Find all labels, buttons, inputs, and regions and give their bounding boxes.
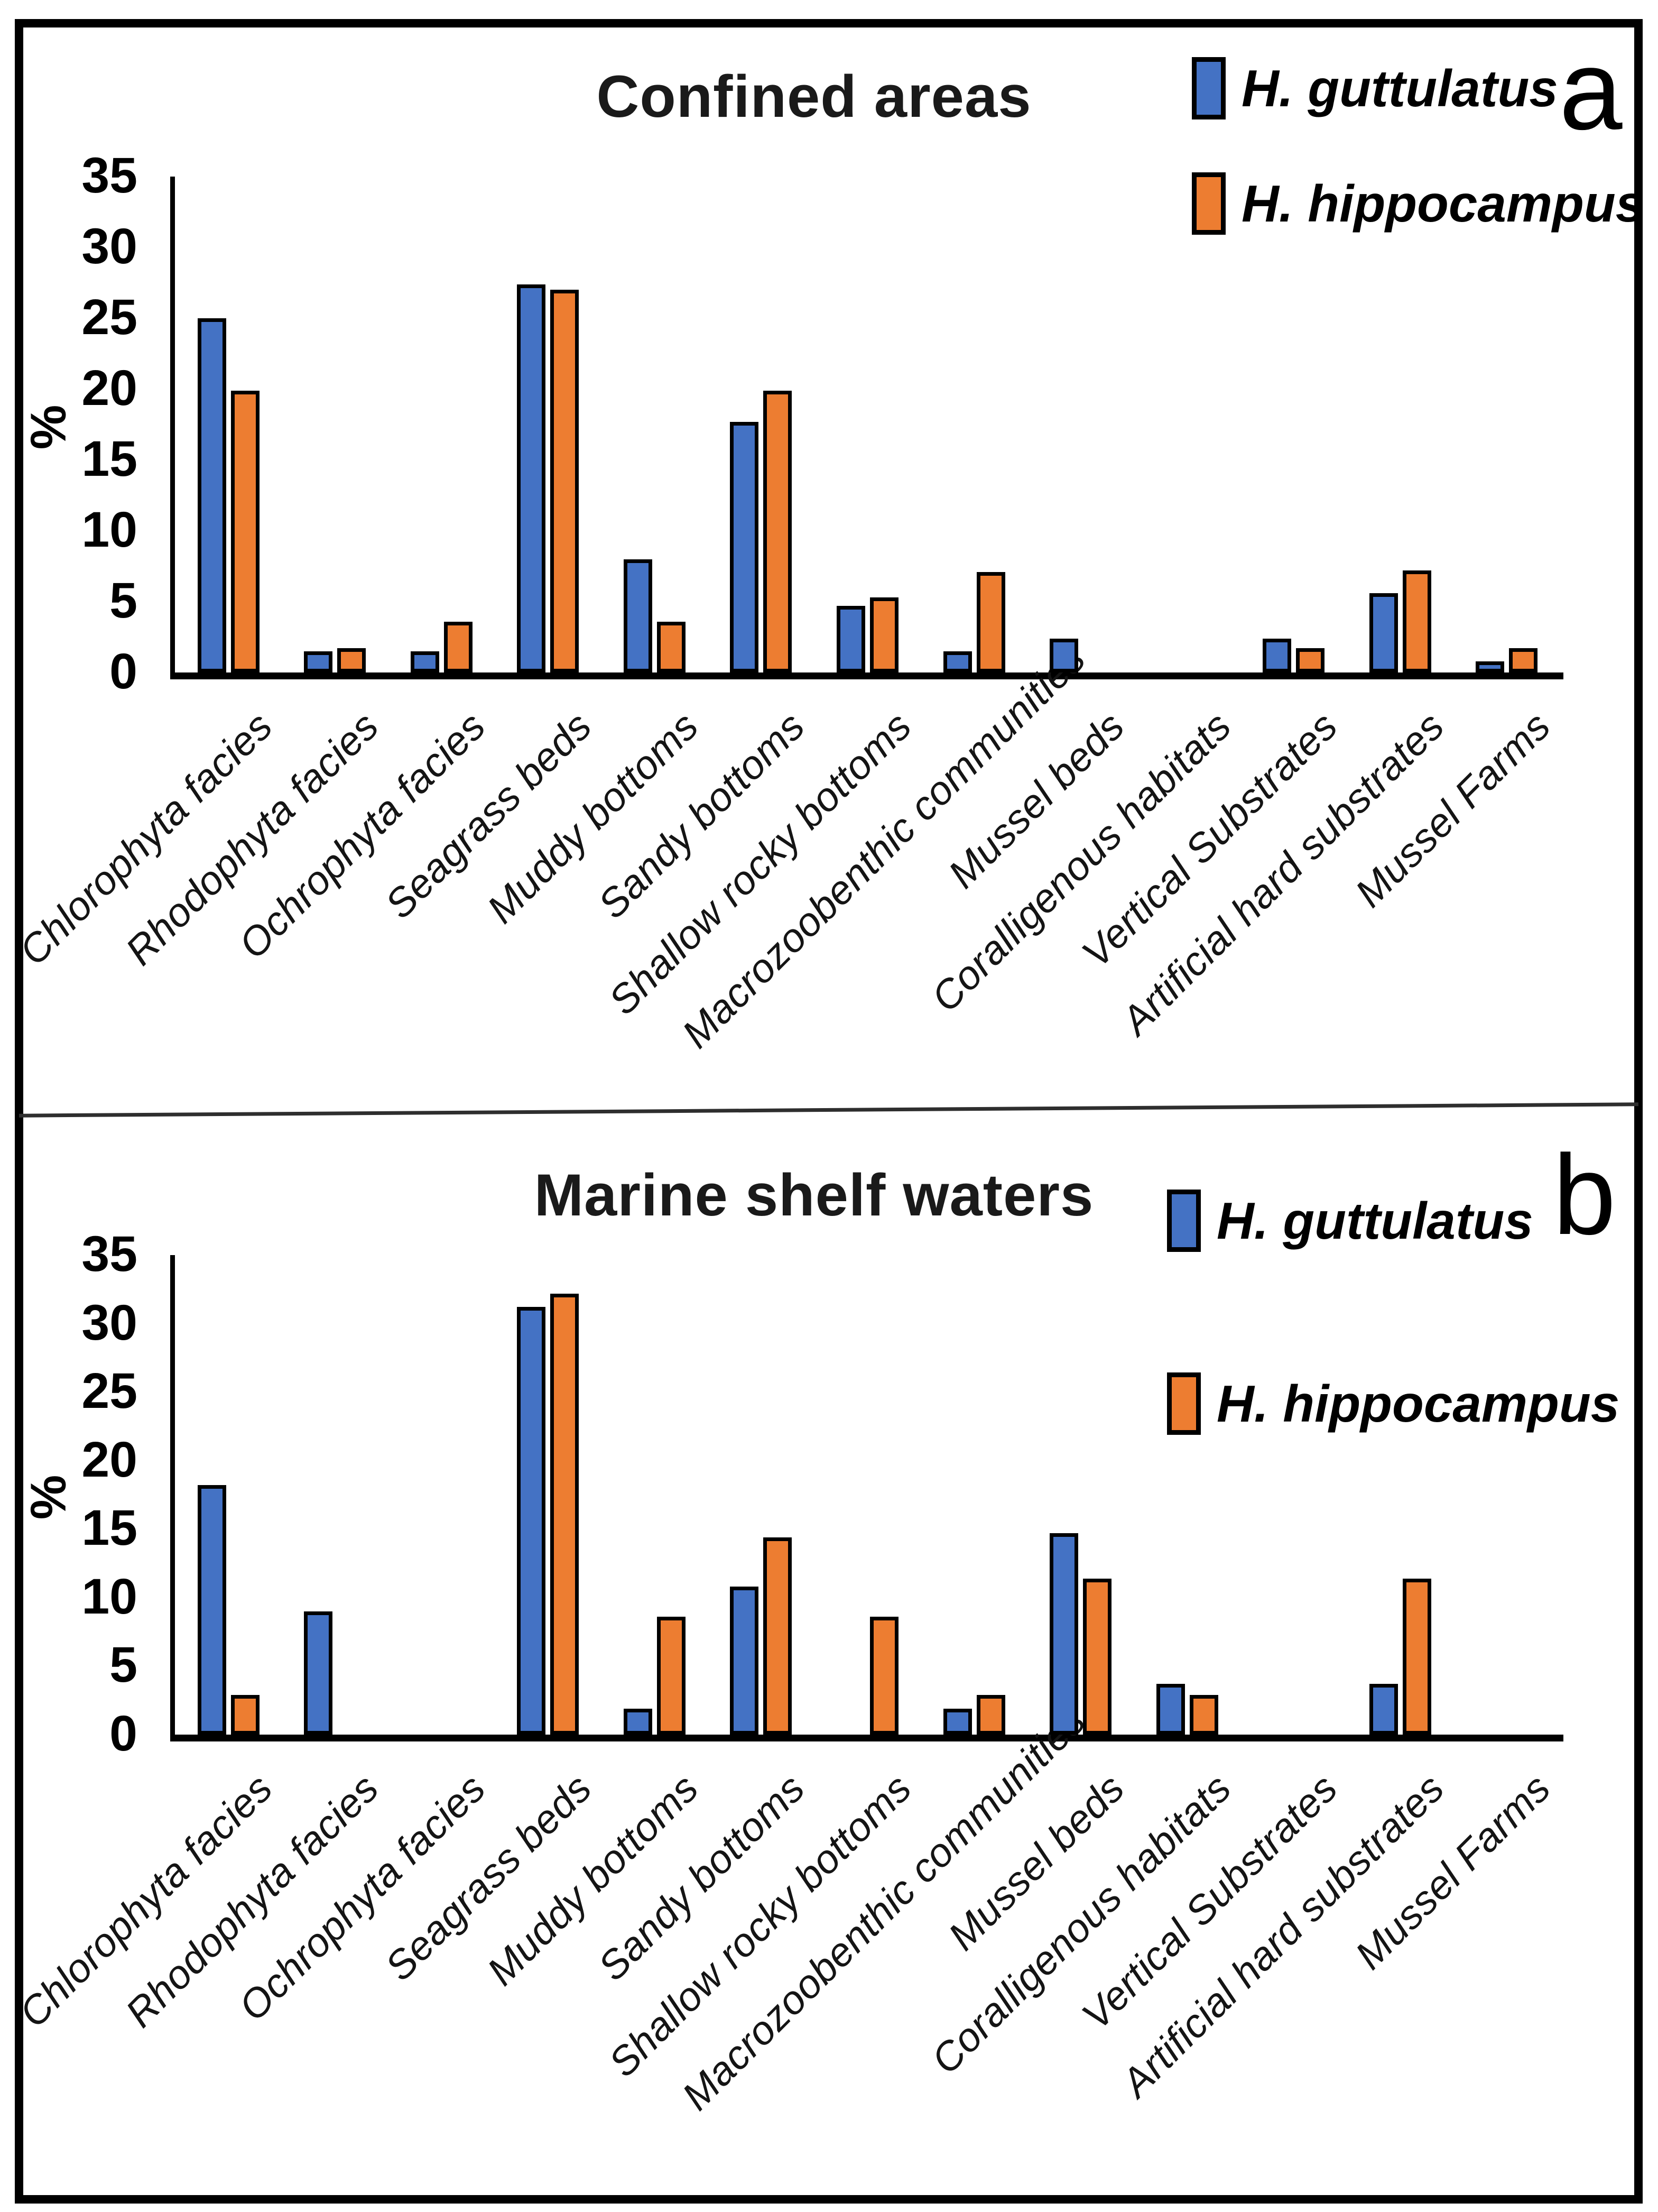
bar-hippocampus xyxy=(1296,648,1325,672)
legend-label-hippocampus: H. hippocampus xyxy=(1242,174,1645,233)
panel-b-title: Marine shelf waters xyxy=(534,1162,1094,1228)
bar-hippocampus xyxy=(230,390,260,672)
y-tick-label: 30 xyxy=(81,1294,137,1351)
bar-hippocampus xyxy=(443,621,473,672)
bar-guttulatus xyxy=(517,284,546,672)
bar-guttulatus xyxy=(943,1708,972,1735)
bar-hippocampus xyxy=(1402,1578,1431,1735)
y-tick-label: 10 xyxy=(81,1568,137,1625)
y-tick-label: 20 xyxy=(81,1431,137,1488)
bar-guttulatus xyxy=(197,1485,226,1735)
bar-hippocampus xyxy=(656,1617,686,1735)
bar-hippocampus xyxy=(1189,1694,1218,1735)
y-tick-label: 15 xyxy=(81,431,137,487)
bar-guttulatus xyxy=(1476,661,1505,672)
panel-letter-b: b xyxy=(1553,1131,1616,1258)
y-tick-label: 10 xyxy=(81,502,137,558)
y-tick-label: 35 xyxy=(81,148,137,204)
bar-hippocampus xyxy=(763,390,792,672)
legend-label-guttulatus: H. guttulatus xyxy=(1217,1192,1533,1250)
bar-hippocampus xyxy=(976,1694,1005,1735)
y-tick-label: 25 xyxy=(81,1363,137,1420)
x-axis-line xyxy=(170,672,1563,679)
bar-guttulatus xyxy=(304,651,333,672)
bar-guttulatus xyxy=(837,606,865,672)
bar-guttulatus xyxy=(1263,638,1292,672)
bar-guttulatus xyxy=(517,1307,546,1735)
y-tick-label: 25 xyxy=(81,289,137,345)
y-tick-label: 5 xyxy=(109,1637,137,1693)
y-tick-label: 15 xyxy=(81,1500,137,1556)
bar-hippocampus xyxy=(550,290,579,672)
bar-hippocampus xyxy=(550,1293,579,1735)
legend-label-guttulatus: H. guttulatus xyxy=(1242,59,1558,117)
bar-hippocampus xyxy=(230,1694,260,1735)
bar-guttulatus xyxy=(730,1587,759,1735)
legend-item-guttulatus: H. guttulatus xyxy=(1192,57,1644,119)
bar-hippocampus xyxy=(1083,1578,1112,1735)
y-tick-label: 35 xyxy=(81,1226,137,1282)
bar-guttulatus xyxy=(1369,1684,1398,1735)
bar-guttulatus xyxy=(1050,1533,1079,1735)
legend-swatch-hippocampus xyxy=(1167,1372,1201,1435)
bar-hippocampus xyxy=(1509,648,1538,672)
legend-item-hippocampus: H. hippocampus xyxy=(1192,172,1644,235)
legend-item-guttulatus: H. guttulatus xyxy=(1167,1190,1619,1252)
bar-hippocampus xyxy=(763,1537,792,1735)
legend-item-hippocampus: H. hippocampus xyxy=(1167,1372,1619,1435)
bar-guttulatus xyxy=(623,1708,652,1735)
y-tick-label: 0 xyxy=(109,643,137,699)
bar-hippocampus xyxy=(976,572,1005,672)
panel-letter-a: a xyxy=(1559,26,1623,153)
bar-hippocampus xyxy=(656,621,686,672)
legend-swatch-guttulatus xyxy=(1167,1190,1201,1252)
x-axis-line xyxy=(170,1735,1563,1741)
panel-a-legend: H. guttulatus H. hippocampus xyxy=(1192,57,1644,235)
bar-hippocampus xyxy=(337,648,366,672)
bar-guttulatus xyxy=(197,318,226,672)
bar-guttulatus xyxy=(1369,593,1398,672)
panel-b-legend: H. guttulatus H. hippocampus xyxy=(1167,1190,1619,1435)
legend-swatch-guttulatus xyxy=(1192,57,1226,119)
legend-label-hippocampus: H. hippocampus xyxy=(1217,1375,1620,1433)
y-axis-line xyxy=(170,1255,175,1735)
figure-border xyxy=(15,19,1643,2204)
legend-swatch-hippocampus xyxy=(1192,172,1226,235)
bar-guttulatus xyxy=(410,651,439,672)
y-tick-label: 0 xyxy=(109,1706,137,1762)
y-axis-line xyxy=(170,177,175,672)
bar-guttulatus xyxy=(304,1611,333,1735)
bar-guttulatus xyxy=(730,421,759,672)
bar-guttulatus xyxy=(1156,1684,1185,1735)
y-tick-label: 5 xyxy=(109,573,137,629)
bar-guttulatus xyxy=(623,559,652,672)
panel-a-title: Confined areas xyxy=(596,63,1032,130)
bar-guttulatus xyxy=(943,651,972,672)
bar-hippocampus xyxy=(870,1617,899,1735)
bar-hippocampus xyxy=(1402,570,1431,672)
y-tick-label: 20 xyxy=(81,360,137,416)
bar-hippocampus xyxy=(870,597,899,672)
bar-guttulatus xyxy=(1050,638,1079,672)
y-tick-label: 30 xyxy=(81,218,137,274)
